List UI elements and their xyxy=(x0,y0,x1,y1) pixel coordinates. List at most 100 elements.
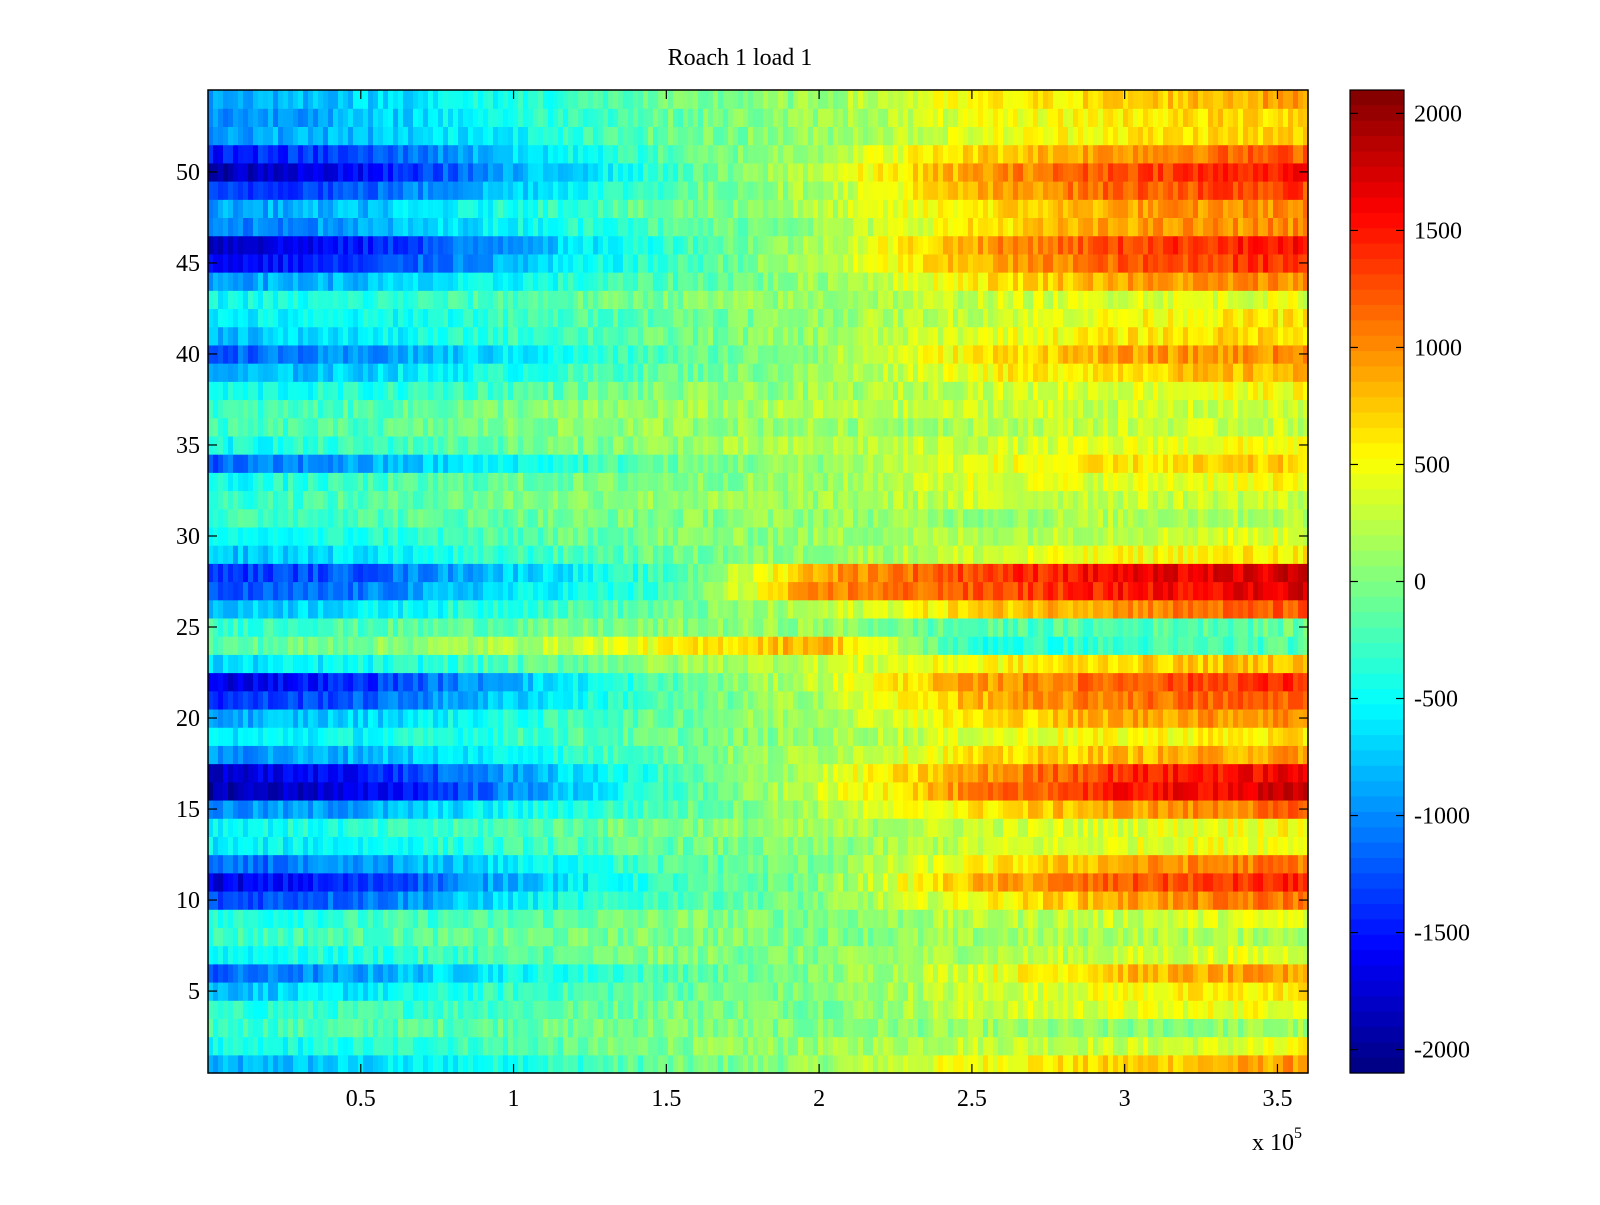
heatmap-cell xyxy=(1038,872,1044,892)
heatmap-cell xyxy=(513,945,519,965)
heatmap-cell xyxy=(568,1054,574,1074)
heatmap-cell xyxy=(548,1054,554,1074)
heatmap-cell xyxy=(328,981,334,1001)
heatmap-cell xyxy=(953,945,959,965)
heatmap-cell xyxy=(233,1036,239,1056)
heatmap-cell xyxy=(908,890,914,910)
heatmap-cell xyxy=(488,763,494,783)
heatmap-cell xyxy=(1228,1000,1234,1019)
heatmap-cell xyxy=(798,708,804,728)
heatmap-cell xyxy=(1183,763,1189,783)
heatmap-cell xyxy=(893,727,899,746)
heatmap-cell xyxy=(548,1036,554,1056)
heatmap-cell xyxy=(578,727,584,746)
heatmap-cell xyxy=(543,654,549,674)
heatmap-cell xyxy=(1018,727,1024,746)
heatmap-cell xyxy=(318,854,324,874)
heatmap-cell xyxy=(678,1018,684,1038)
heatmap-cell xyxy=(998,927,1004,947)
heatmap-cell xyxy=(1193,927,1199,947)
heatmap-cell xyxy=(258,799,264,819)
heatmap-cell xyxy=(1298,909,1304,928)
heatmap-cell xyxy=(938,727,944,746)
heatmap-cell xyxy=(708,854,714,874)
heatmap-cell xyxy=(423,781,429,801)
heatmap-cell xyxy=(418,927,424,947)
heatmap-cell xyxy=(828,690,834,710)
heatmap-cell xyxy=(528,1054,534,1074)
heatmap-cell xyxy=(768,1036,774,1056)
heatmap-cell xyxy=(318,745,324,765)
heatmap-cell xyxy=(668,927,674,947)
heatmap-cell xyxy=(508,799,514,819)
heatmap-cell xyxy=(1088,1036,1094,1056)
heatmap-cell xyxy=(248,981,254,1001)
heatmap-cell xyxy=(313,1000,319,1019)
heatmap-cell xyxy=(1223,1018,1229,1038)
heatmap-cell xyxy=(368,763,374,783)
heatmap-cell xyxy=(1038,1054,1044,1074)
heatmap-cell xyxy=(608,708,614,728)
heatmap-cell xyxy=(998,1054,1004,1074)
heatmap-cell xyxy=(958,963,964,983)
heatmap-cell xyxy=(523,981,529,1001)
heatmap-cell xyxy=(293,745,299,765)
heatmap-cell xyxy=(733,1054,739,1074)
heatmap-cell xyxy=(553,945,559,965)
heatmap-cell xyxy=(1298,1054,1304,1074)
heatmap-cell xyxy=(338,927,344,947)
heatmap-cell xyxy=(493,890,499,910)
heatmap-cell xyxy=(1048,708,1054,728)
heatmap-cell xyxy=(543,963,549,983)
heatmap-cell xyxy=(953,799,959,819)
heatmap-cell xyxy=(518,927,524,947)
heatmap-cell xyxy=(233,836,239,856)
heatmap-cell xyxy=(663,781,669,801)
heatmap-cell xyxy=(573,854,579,874)
heatmap-cell xyxy=(668,836,674,856)
heatmap-cell xyxy=(683,872,689,892)
heatmap-cell xyxy=(783,1000,789,1019)
heatmap-cell xyxy=(818,654,824,674)
heatmap-cell xyxy=(248,1018,254,1038)
heatmap-cell xyxy=(458,927,464,947)
heatmap-cell xyxy=(838,890,844,910)
heatmap-cell xyxy=(793,690,799,710)
heatmap-cell xyxy=(1088,854,1094,874)
heatmap-cell xyxy=(1033,872,1039,892)
heatmap-cell xyxy=(778,1018,784,1038)
heatmap-cell xyxy=(713,1036,719,1056)
heatmap-cell xyxy=(1153,981,1159,1001)
heatmap-cell xyxy=(738,799,744,819)
heatmap-cell xyxy=(648,781,654,801)
heatmap-cell xyxy=(1278,745,1284,765)
heatmap-cell xyxy=(1248,727,1254,746)
heatmap-cell xyxy=(1103,781,1109,801)
heatmap-cell xyxy=(968,909,974,928)
heatmap-cell xyxy=(223,872,229,892)
heatmap-cell xyxy=(303,872,309,892)
heatmap-cell xyxy=(708,818,714,837)
heatmap-cell xyxy=(423,945,429,965)
heatmap-cell xyxy=(583,763,589,783)
heatmap-cell xyxy=(1248,799,1254,819)
heatmap-cell xyxy=(413,1036,419,1056)
heatmap-cell xyxy=(613,854,619,874)
heatmap-cell xyxy=(1193,1036,1199,1056)
heatmap-cell xyxy=(313,672,319,692)
heatmap-cell xyxy=(793,1000,799,1019)
heatmap-cell xyxy=(278,1000,284,1019)
heatmap-cell xyxy=(903,872,909,892)
heatmap-cell xyxy=(1128,909,1134,928)
heatmap-cell xyxy=(608,1000,614,1019)
heatmap-cell xyxy=(853,927,859,947)
heatmap-cell xyxy=(488,745,494,765)
heatmap-cell xyxy=(573,672,579,692)
heatmap-cell xyxy=(873,672,879,692)
heatmap-cell xyxy=(1163,672,1169,692)
heatmap-cell xyxy=(1073,890,1079,910)
heatmap-cell xyxy=(868,1036,874,1056)
heatmap-cell xyxy=(833,872,839,892)
heatmap-cell xyxy=(533,690,539,710)
heatmap-cell xyxy=(708,763,714,783)
